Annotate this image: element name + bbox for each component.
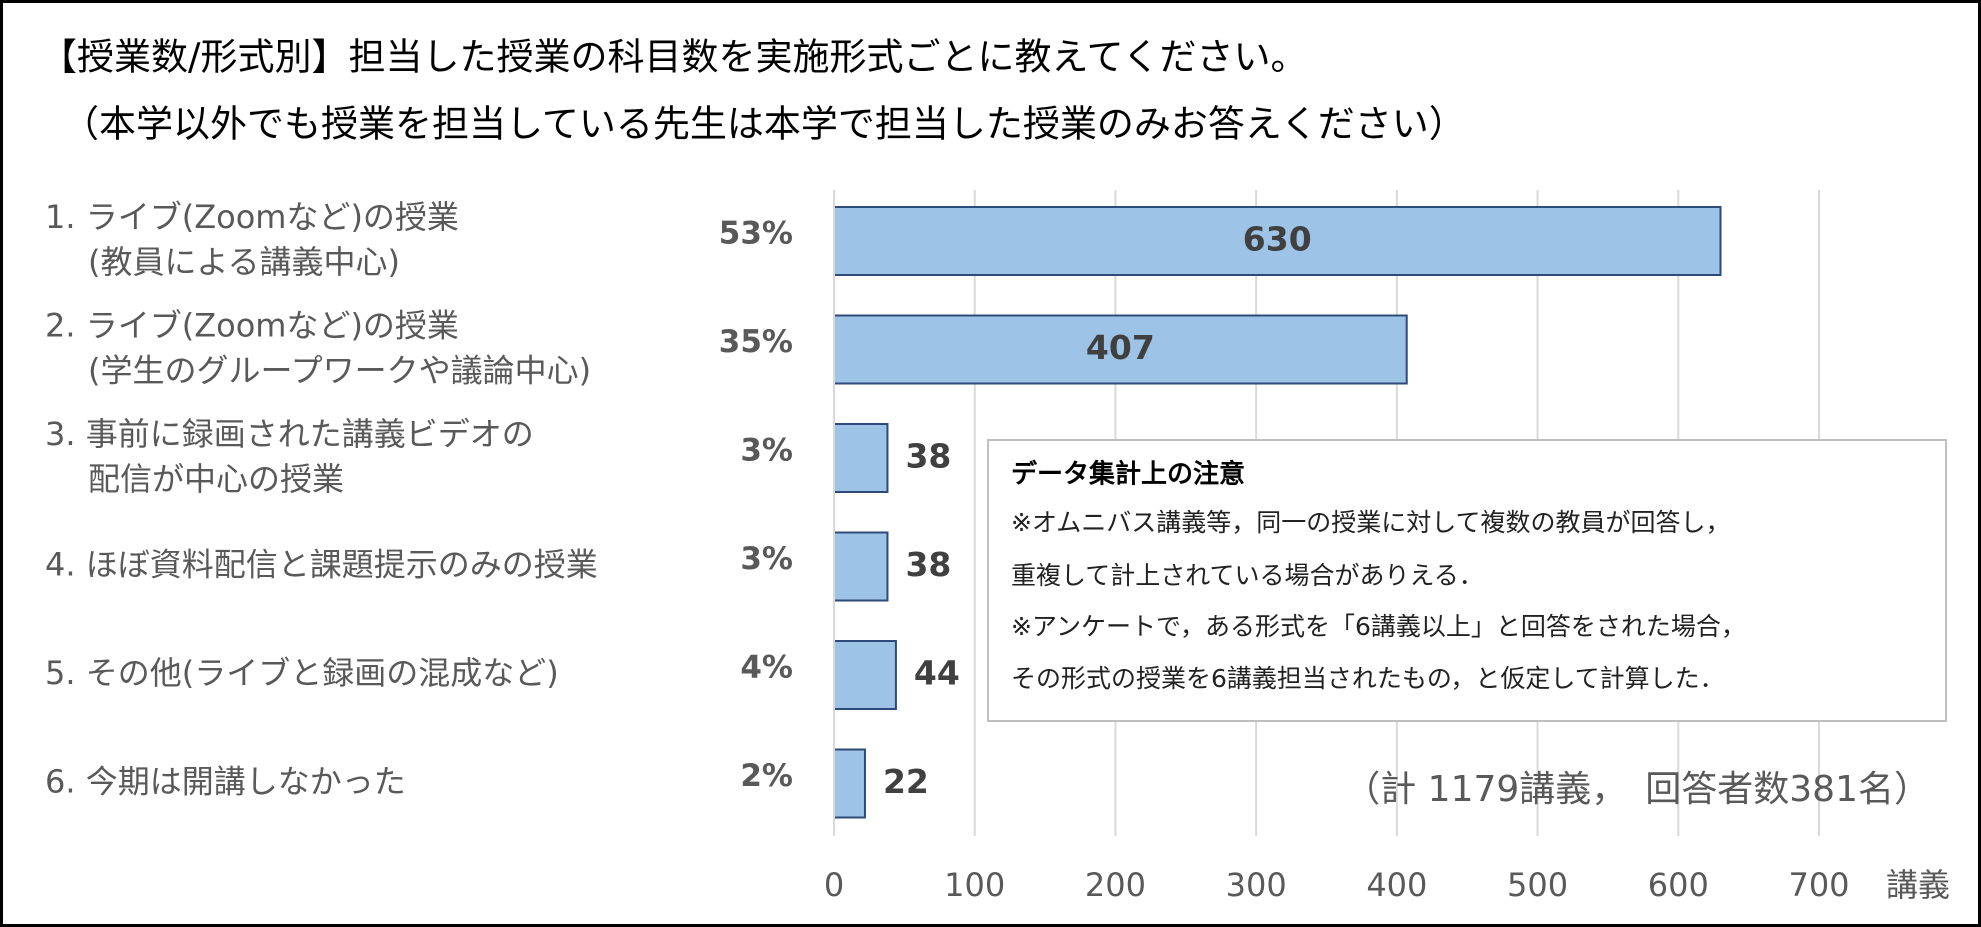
category-label: 3. 事前に録画された講義ビデオの bbox=[45, 415, 534, 453]
category-label: (教員による講義中心) bbox=[88, 243, 400, 281]
x-tick-label: 300 bbox=[1226, 866, 1287, 904]
category-label: 6. 今期は開講しなかった bbox=[45, 763, 406, 801]
x-tick-label: 100 bbox=[944, 866, 1005, 904]
chart-title: 【授業数/形式別】担当した授業の科目数を実施形式ごとに教えてください。 bbox=[40, 36, 1308, 79]
x-axis-label: 講義 bbox=[1886, 866, 1950, 904]
note-line: その形式の授業を6講義担当されたもの，と仮定して計算した． bbox=[1011, 664, 1725, 693]
note-line: 重複して計上されている場合がありえる． bbox=[1011, 561, 1484, 590]
share-label: 53% bbox=[719, 216, 793, 252]
value-label: 630 bbox=[1243, 220, 1312, 259]
note-box bbox=[987, 439, 1947, 722]
bar bbox=[833, 640, 897, 710]
note-title: データ集計上の注意 bbox=[1011, 459, 1245, 490]
share-label: 3% bbox=[740, 541, 793, 577]
value-label: 407 bbox=[1086, 328, 1155, 367]
bar bbox=[833, 314, 1408, 385]
note-line: ※アンケートで，ある形式を「6講義以上」と回答をされた場合， bbox=[1011, 612, 1746, 641]
x-tick-label: 500 bbox=[1507, 866, 1568, 904]
value-label: 22 bbox=[883, 762, 929, 801]
category-label: 4. ほぼ資料配信と課題提示のみの授業 bbox=[45, 546, 598, 584]
category-label: 2. ライブ(Zoomなど)の授業 bbox=[45, 307, 459, 345]
share-label: 35% bbox=[719, 324, 793, 360]
value-label: 44 bbox=[914, 654, 960, 693]
chart-subtitle: （本学以外でも授業を担当している先生は本学で担当した授業のみお答えください） bbox=[62, 103, 1466, 146]
x-tick-label: 700 bbox=[1788, 866, 1849, 904]
category-label: 5. その他(ライブと録画の混成など) bbox=[45, 654, 559, 692]
share-label: 3% bbox=[740, 433, 793, 469]
category-label: 1. ライブ(Zoomなど)の授業 bbox=[45, 198, 459, 236]
note-line: ※オムニバス講義等，同一の授業に対して複数の教員が回答し， bbox=[1011, 508, 1730, 537]
share-label: 2% bbox=[740, 758, 793, 794]
value-label: 38 bbox=[905, 437, 951, 476]
bar bbox=[833, 206, 1722, 276]
x-tick-label: 600 bbox=[1648, 866, 1709, 904]
bar bbox=[833, 531, 889, 602]
category-label: (学生のグループワークや議論中心) bbox=[88, 352, 591, 390]
value-label: 38 bbox=[905, 545, 951, 584]
x-tick-label: 200 bbox=[1085, 866, 1146, 904]
category-label: 配信が中心の授業 bbox=[88, 460, 344, 498]
bar bbox=[833, 748, 866, 819]
bar bbox=[833, 423, 889, 493]
x-tick-label: 0 bbox=[824, 866, 844, 904]
share-label: 4% bbox=[740, 650, 793, 686]
x-tick-label: 400 bbox=[1366, 866, 1427, 904]
total-note: （計 1179講義， 回答者数381名） bbox=[1344, 769, 1930, 810]
